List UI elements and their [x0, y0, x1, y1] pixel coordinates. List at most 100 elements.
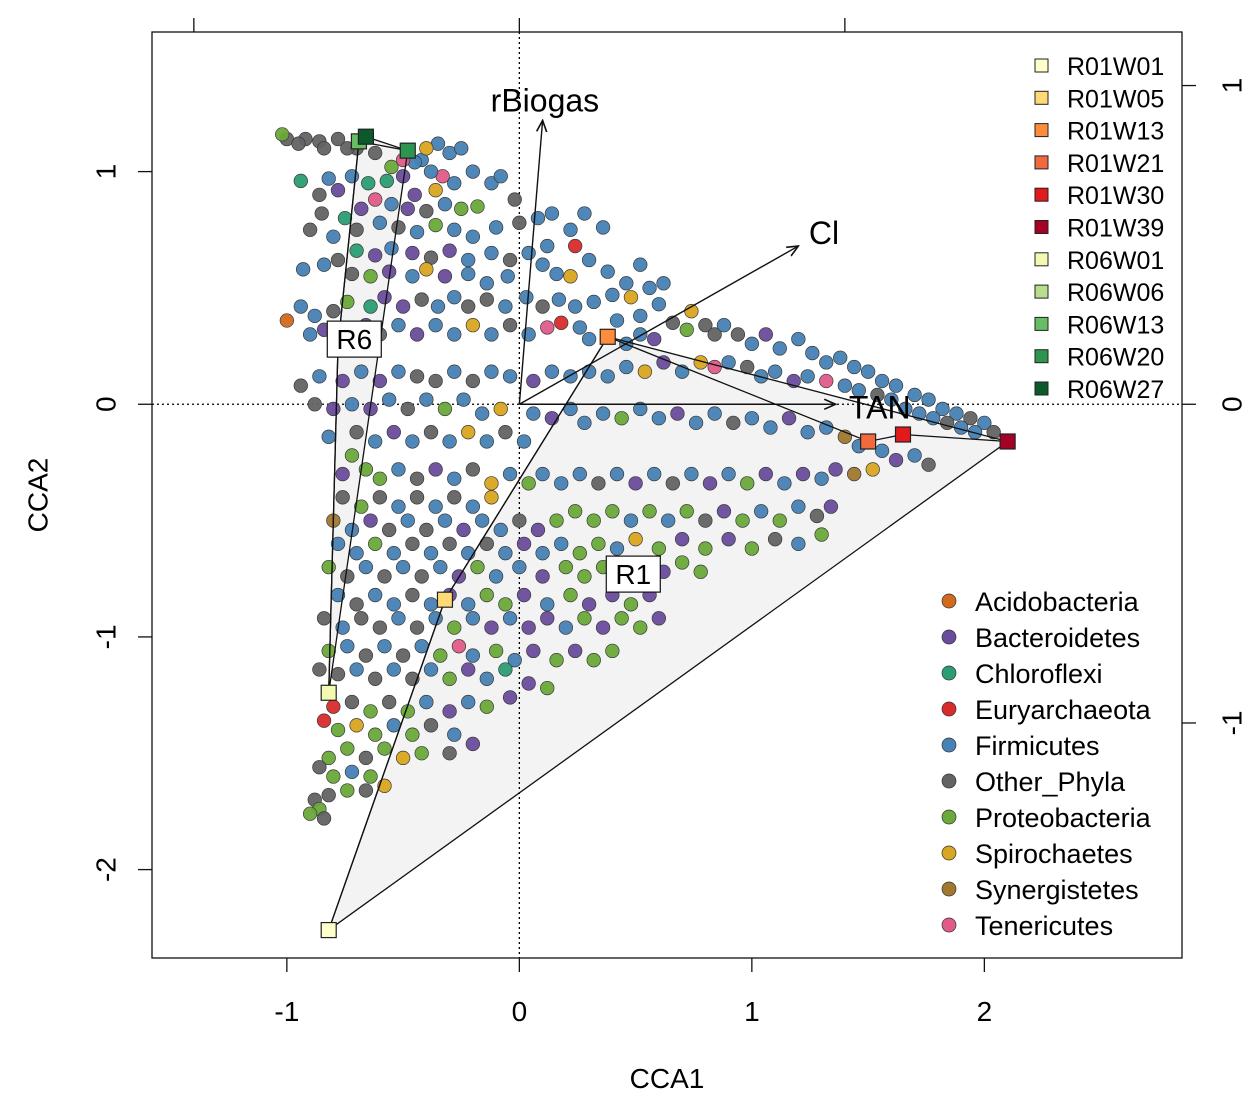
species-point [354, 201, 369, 216]
species-point [619, 359, 634, 375]
species-point [498, 425, 513, 440]
species-point [544, 364, 560, 379]
species-point [465, 736, 481, 752]
species-point [884, 392, 899, 407]
species-point [358, 648, 374, 663]
species-point [526, 406, 541, 421]
site-legend-swatch [1034, 90, 1049, 105]
phyla-legend-label: Tenericutes [975, 911, 1113, 941]
species-point [512, 559, 527, 575]
phyla-legend-swatch [941, 629, 957, 645]
species-point [600, 369, 615, 384]
species-point [295, 262, 311, 277]
species-point [330, 667, 346, 682]
site-legend-label: R01W21 [1067, 150, 1164, 178]
species-point [800, 425, 815, 440]
species-point [502, 690, 518, 705]
species-point [744, 336, 760, 351]
species-point [349, 425, 364, 440]
species-point [581, 331, 597, 347]
species-point [316, 611, 332, 626]
species-point [433, 648, 448, 663]
species-point [358, 783, 374, 798]
plot-frame [151, 31, 1183, 959]
species-point [651, 541, 667, 556]
species-point [707, 327, 722, 342]
species-point [391, 499, 406, 514]
species-point [330, 183, 346, 198]
species-point [349, 718, 364, 733]
species-point [716, 504, 732, 519]
species-point [395, 648, 411, 663]
species-point [595, 220, 611, 235]
species-point [419, 204, 434, 219]
phyla-legend-label: Acidobacteria [975, 587, 1140, 617]
species-point [302, 327, 318, 342]
species-point [279, 313, 295, 328]
species-point [600, 264, 615, 279]
species-point [921, 392, 936, 407]
species-point [368, 248, 383, 263]
species-point [321, 171, 336, 186]
species-point [465, 648, 481, 663]
species-point [379, 173, 394, 189]
phyla-legend-swatch [941, 593, 957, 609]
species-point [516, 434, 532, 449]
environment-vectors: rBiogas Cl TAN [491, 82, 911, 425]
species-point [819, 355, 834, 370]
species-point [586, 653, 601, 668]
species-point [372, 490, 388, 505]
bottom-tick-label: 0 [512, 996, 528, 1027]
species-point [479, 699, 494, 714]
species-point [423, 597, 439, 612]
phyla-legend-label: Proteobacteria [975, 803, 1152, 833]
species-point [837, 378, 853, 393]
species-point [321, 559, 336, 575]
species-point [330, 536, 346, 552]
site-marker-r06w20 [399, 142, 416, 159]
species-point [847, 466, 862, 482]
species-point [898, 401, 913, 417]
species-point [535, 569, 550, 584]
species-point [493, 169, 508, 184]
species-point [498, 299, 513, 314]
species-point [977, 415, 992, 431]
species-point [795, 466, 811, 482]
species-point [661, 513, 676, 528]
species-point [312, 760, 327, 775]
species-point [721, 466, 736, 482]
species-point [470, 199, 485, 214]
site-marker-r01w13 [599, 328, 616, 345]
species-point [633, 257, 648, 272]
species-point [479, 671, 494, 686]
species-point [488, 643, 504, 659]
species-point [454, 141, 469, 156]
species-point [549, 513, 564, 528]
species-point [651, 611, 667, 626]
species-point [409, 620, 425, 635]
site-legend-label: R01W39 [1067, 215, 1164, 243]
species-point [384, 197, 399, 212]
species-point [847, 359, 862, 375]
species-point [535, 257, 550, 272]
species-point [316, 713, 332, 728]
site-marker-r01w30 [894, 426, 912, 443]
species-point [423, 718, 439, 733]
site-legend-label: R01W30 [1067, 182, 1164, 210]
species-point [382, 694, 397, 710]
species-point [475, 406, 490, 421]
species-point [354, 364, 369, 379]
site-markers [320, 128, 1016, 939]
species-point [409, 327, 425, 342]
species-point [386, 546, 401, 561]
species-point [321, 429, 336, 444]
species-point [581, 252, 597, 268]
species-point [377, 741, 392, 756]
species-point [419, 262, 434, 277]
phyla-legend-label: Spirochaetes [975, 839, 1133, 869]
species-point [326, 401, 341, 417]
species-point [461, 299, 476, 314]
species-point [291, 136, 306, 151]
species-point [344, 397, 360, 412]
